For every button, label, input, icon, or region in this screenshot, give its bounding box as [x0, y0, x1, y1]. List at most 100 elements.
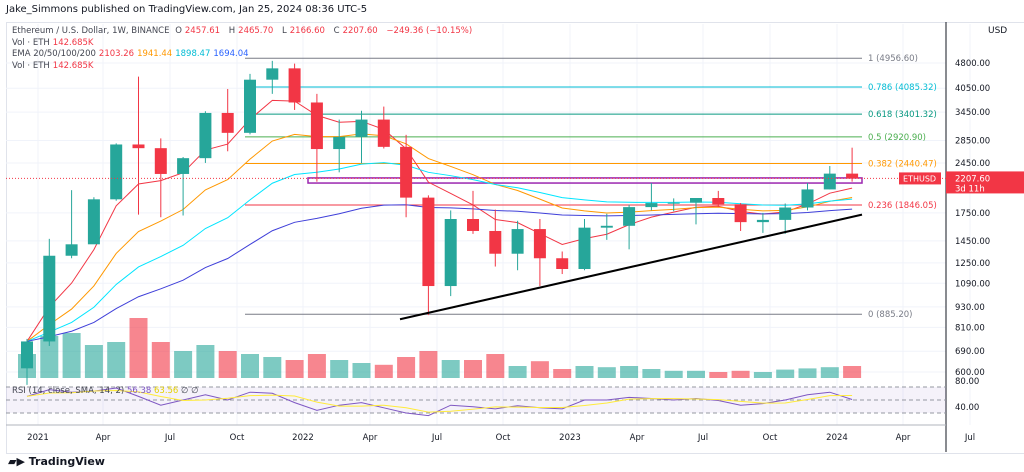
- volume-bar: [107, 342, 126, 378]
- candle-body: [244, 79, 256, 133]
- volume-bar: [731, 370, 750, 378]
- fib-level-label: 0.5 (2920.90): [868, 133, 926, 143]
- volume-bar: [263, 357, 282, 378]
- price-tick: 2450.00: [955, 159, 990, 169]
- tradingview-logo[interactable]: ▰▶ TradingView: [8, 455, 105, 468]
- volume-bar: [776, 369, 795, 378]
- candle-body: [712, 198, 725, 205]
- fib-level-label: 0.236 (1846.05): [868, 201, 937, 211]
- price-tick: 690.00: [955, 347, 985, 357]
- volume-bar: [798, 368, 817, 378]
- candle-body: [65, 244, 78, 256]
- price-tick: 2850.00: [955, 136, 990, 146]
- candle-body: [400, 146, 413, 198]
- price-tick: 1450.00: [955, 237, 990, 247]
- volume-bar: [486, 354, 505, 378]
- volume-bar: [753, 372, 772, 378]
- candle-body: [734, 204, 747, 223]
- candle-body: [132, 144, 145, 149]
- volume-bar: [374, 364, 393, 378]
- price-tick: 4050.00: [955, 84, 990, 94]
- time-tick: Jul: [964, 433, 975, 443]
- volume-bar: [709, 372, 728, 378]
- fib-level-label: 0.618 (3401.32): [868, 110, 937, 120]
- price-tick: 930.00: [955, 303, 985, 313]
- candle-body: [489, 230, 502, 254]
- volume-bar: [441, 360, 460, 378]
- volume-bar: [575, 366, 594, 378]
- time-tick: Oct: [763, 433, 778, 443]
- time-tick: Apr: [896, 433, 911, 443]
- time-tick: Oct: [496, 433, 511, 443]
- volume-bar: [642, 369, 661, 378]
- candle-body: [623, 207, 636, 226]
- price-tick: 1090.00: [955, 279, 990, 289]
- fib-level-label: 0 (885.20): [868, 310, 912, 320]
- candle-body: [221, 112, 234, 133]
- symbol-tag: [899, 172, 941, 185]
- volume-bar: [151, 342, 170, 378]
- time-tick: Jul: [431, 433, 442, 443]
- candle-body: [199, 112, 212, 159]
- volume-bar: [62, 333, 81, 378]
- price-tick: 1250.00: [955, 259, 990, 269]
- countdown-label: 3d 11h: [955, 184, 985, 194]
- candle-body: [266, 68, 279, 80]
- volume-bar: [597, 367, 616, 378]
- legend-volume-row-2[interactable]: Vol · ETH 142.685K: [12, 60, 94, 71]
- rsi-value: 56.38: [126, 386, 152, 396]
- candle-body: [645, 203, 658, 208]
- candle-body: [578, 227, 591, 270]
- price-tick: 3450.00: [955, 108, 990, 118]
- rsi-line: [26, 387, 853, 417]
- volume-bar: [40, 336, 59, 378]
- fib-level-label: 0.786 (4085.32): [868, 83, 937, 93]
- volume-bar: [553, 369, 572, 378]
- volume-bar: [820, 367, 839, 378]
- time-tick: 2021: [27, 433, 49, 443]
- candle-body: [801, 189, 814, 208]
- candle-body: [467, 219, 479, 231]
- candle-body: [756, 219, 769, 223]
- rsi-tick: 40.00: [955, 403, 979, 413]
- ema50-line: [26, 133, 853, 342]
- candle-body: [600, 225, 613, 228]
- low-value: 2166.60: [289, 26, 325, 36]
- candle-body: [846, 173, 859, 179]
- time-tick: Jul: [697, 433, 708, 443]
- rsi-legend[interactable]: RSI (14, close, SMA, 14, 2) 56.38 63.56 …: [12, 386, 199, 396]
- volume-bar: [464, 360, 482, 378]
- candle-body: [288, 68, 301, 103]
- rsi-sma-value: 63.56: [154, 386, 179, 396]
- volume-bar: [196, 345, 215, 378]
- candle-body: [154, 148, 167, 174]
- time-tick: Jul: [164, 433, 175, 443]
- volume-bar: [530, 361, 549, 378]
- volume-bar: [397, 357, 416, 378]
- published-header: Jake_Simmons published on TradingView.co…: [6, 4, 368, 15]
- volume-bar: [419, 351, 438, 378]
- fib-level-label: 0.382 (2440.47): [868, 160, 937, 170]
- time-tick: Oct: [230, 433, 245, 443]
- time-tick: 2023: [559, 433, 581, 443]
- candle-body: [110, 144, 123, 200]
- volume-bar: [307, 354, 326, 378]
- candle-body: [690, 198, 702, 203]
- volume-bar: [330, 360, 349, 378]
- candle-body: [667, 202, 680, 204]
- candle-body: [556, 258, 569, 270]
- candle-body: [823, 173, 836, 190]
- symbol-title[interactable]: Ethereum / U.S. Dollar, 1W, BINANCE: [12, 26, 170, 36]
- legend-volume-row[interactable]: Vol · ETH 142.685K: [12, 37, 94, 48]
- price-tick: 1750.00: [955, 209, 990, 219]
- candle-body: [511, 229, 524, 254]
- volume-bar: [508, 366, 527, 378]
- volume-bar: [843, 366, 862, 378]
- candle-body: [21, 341, 33, 369]
- high-value: 2465.70: [238, 26, 274, 36]
- time-tick: 2022: [292, 433, 314, 443]
- volume-bar: [174, 351, 193, 378]
- currency-label[interactable]: USD: [988, 26, 1008, 36]
- legend-ema-row[interactable]: EMA 20/50/100/200 2103.26 1941.44 1898.47 16…: [12, 49, 249, 59]
